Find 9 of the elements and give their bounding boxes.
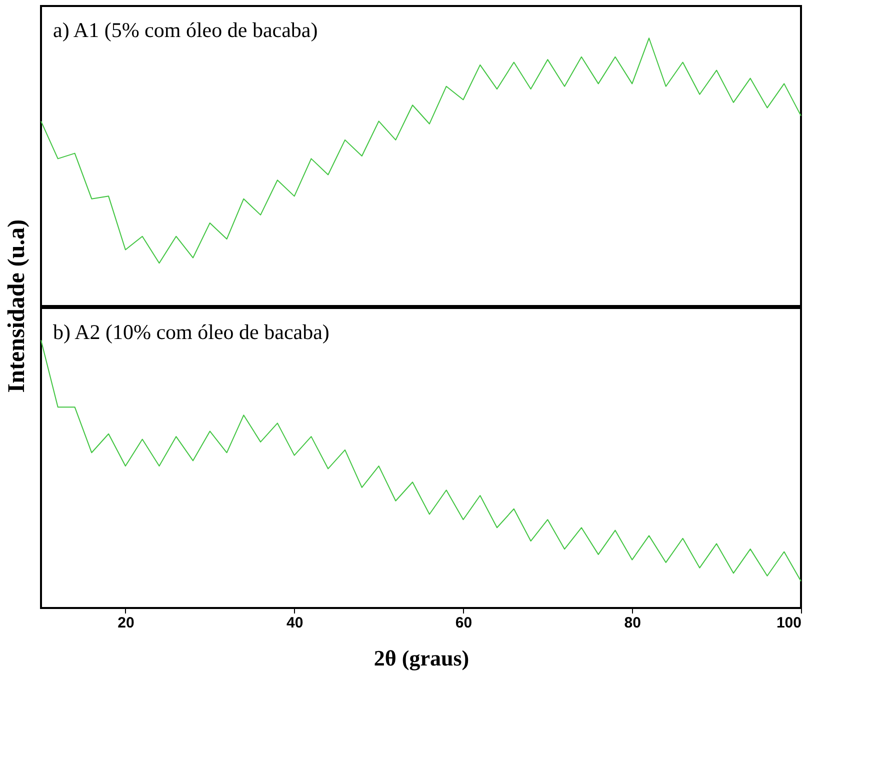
x-tick-label: 80	[624, 614, 641, 632]
x-tick-label: 20	[118, 614, 134, 632]
x-tick-label: 100	[776, 614, 802, 632]
y-axis-title: Intensidade (u.a)	[4, 219, 30, 393]
x-tick-label: 60	[455, 614, 472, 632]
annotation: b) A2 (10% com óleo de bacaba)	[53, 320, 330, 344]
x-tick-label: 40	[286, 614, 304, 632]
x-axis-title: 2θ (graus)	[374, 646, 470, 670]
annotation: a) A1 (5% com óleo de bacaba)	[53, 18, 318, 42]
